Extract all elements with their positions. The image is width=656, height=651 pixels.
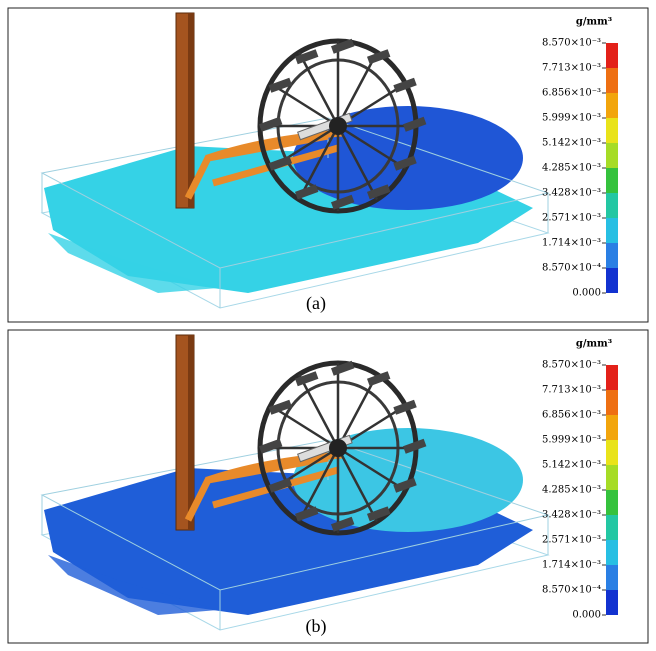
scale-label: 7.713×10⁻³ bbox=[542, 385, 601, 396]
colorbar-segment bbox=[606, 365, 618, 390]
colorbar-segment bbox=[606, 43, 618, 68]
caption: (b) bbox=[306, 616, 327, 637]
colorbar-segment bbox=[606, 540, 618, 565]
figure: g/mm³ 8.570×10⁻³ 7.713×10⁻³ 6.856×10⁻³ 5.999… bbox=[0, 0, 656, 651]
hub bbox=[329, 439, 347, 457]
scale-label: 3.428×10⁻³ bbox=[542, 510, 601, 521]
scale-label: 8.570×10⁻⁴ bbox=[542, 585, 601, 596]
scale-label: 5.142×10⁻³ bbox=[542, 138, 601, 149]
hub bbox=[329, 117, 347, 135]
panel: g/mm³ 8.570×10⁻³ 7.713×10⁻³ 6.856×10⁻³ 5.999… bbox=[8, 8, 648, 322]
pole-shade bbox=[188, 335, 194, 530]
colorbar-segment bbox=[606, 243, 618, 268]
colorbar-segment bbox=[606, 168, 618, 193]
scale-label: 5.999×10⁻³ bbox=[542, 113, 601, 124]
scale-label: 6.856×10⁻³ bbox=[542, 410, 601, 421]
panel: g/mm³ 8.570×10⁻³ 7.713×10⁻³ 6.856×10⁻³ 5.999… bbox=[8, 330, 648, 643]
scale-label: 0.000 bbox=[572, 288, 601, 299]
scale-label: 7.713×10⁻³ bbox=[542, 63, 601, 74]
colorbar-segment bbox=[606, 143, 618, 168]
scale-label: 8.570×10⁻³ bbox=[542, 38, 601, 49]
unit-label: g/mm³ bbox=[576, 17, 612, 28]
colorbar-segment bbox=[606, 415, 618, 440]
colorbar-segment bbox=[606, 515, 618, 540]
scale-label: 5.142×10⁻³ bbox=[542, 460, 601, 471]
pole-shade bbox=[188, 13, 194, 208]
scale-label: 1.714×10⁻³ bbox=[542, 238, 601, 249]
colorbar-segment bbox=[606, 118, 618, 143]
caption: (a) bbox=[306, 293, 326, 314]
colorbar-segment bbox=[606, 390, 618, 415]
scale-label: 1.714×10⁻³ bbox=[542, 560, 601, 571]
scale-label: 0.000 bbox=[572, 610, 601, 621]
colorbar-segment bbox=[606, 193, 618, 218]
scale-label: 6.856×10⁻³ bbox=[542, 88, 601, 99]
colorbar-segment bbox=[606, 68, 618, 93]
colorbar-segment bbox=[606, 268, 618, 293]
scale-label: 5.999×10⁻³ bbox=[542, 435, 601, 446]
colorbar-segment bbox=[606, 565, 618, 590]
colorbar-segment bbox=[606, 590, 618, 615]
colorbar-segment bbox=[606, 465, 618, 490]
scale-label: 8.570×10⁻⁴ bbox=[542, 263, 601, 274]
scale-label: 4.285×10⁻³ bbox=[542, 163, 601, 174]
scale-label: 8.570×10⁻³ bbox=[542, 360, 601, 371]
colorbar-segment bbox=[606, 440, 618, 465]
scale-label: 3.428×10⁻³ bbox=[542, 188, 601, 199]
unit-label: g/mm³ bbox=[576, 339, 612, 350]
scale-label: 2.571×10⁻³ bbox=[542, 535, 601, 546]
scale-label: 4.285×10⁻³ bbox=[542, 485, 601, 496]
colorbar-segment bbox=[606, 218, 618, 243]
colorbar-segment bbox=[606, 490, 618, 515]
scale-label: 2.571×10⁻³ bbox=[542, 213, 601, 224]
colorbar-segment bbox=[606, 93, 618, 118]
